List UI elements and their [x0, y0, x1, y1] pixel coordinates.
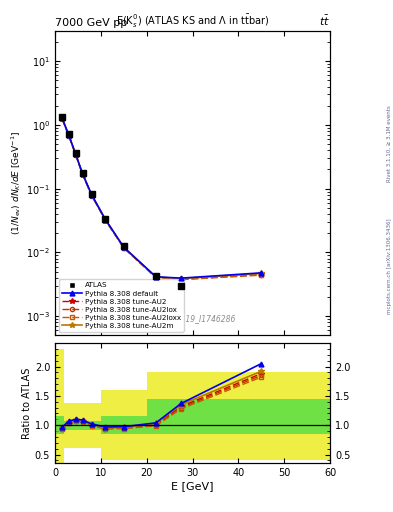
- ATLAS: [259, 353, 264, 359]
- Pythia 8.308 tune-AU2loxx: [103, 217, 108, 223]
- Pythia 8.308 tune-AU2loxx: [80, 171, 85, 177]
- Pythia 8.308 tune-AU2m: [103, 217, 108, 223]
- Pythia 8.308 tune-AU2: [121, 245, 126, 251]
- Title: E(K$_s^0$) (ATLAS KS and $\Lambda$ in t$\bar{\mathrm{t}}$bar): E(K$_s^0$) (ATLAS KS and $\Lambda$ in t$…: [116, 13, 269, 30]
- ATLAS: [103, 216, 108, 222]
- Pythia 8.308 tune-AU2loxx: [259, 272, 264, 278]
- Line: Pythia 8.308 tune-AU2lox: Pythia 8.308 tune-AU2lox: [60, 116, 263, 282]
- Pythia 8.308 tune-AU2m: [179, 275, 184, 282]
- ATLAS: [80, 170, 85, 176]
- Pythia 8.308 tune-AU2lox: [154, 274, 158, 281]
- Text: Rivet 3.1.10, ≥ 3.1M events: Rivet 3.1.10, ≥ 3.1M events: [387, 105, 392, 182]
- ATLAS: [179, 283, 184, 289]
- ATLAS: [73, 150, 78, 156]
- Pythia 8.308 tune-AU2lox: [179, 276, 184, 283]
- Pythia 8.308 tune-AU2lox: [60, 115, 64, 121]
- ATLAS: [66, 131, 71, 137]
- Pythia 8.308 tune-AU2: [80, 171, 85, 177]
- Pythia 8.308 tune-AU2lox: [66, 133, 71, 139]
- Line: Pythia 8.308 default: Pythia 8.308 default: [59, 115, 264, 281]
- Pythia 8.308 default: [179, 275, 184, 281]
- Pythia 8.308 tune-AU2m: [60, 115, 64, 121]
- Pythia 8.308 default: [66, 132, 71, 138]
- Pythia 8.308 tune-AU2loxx: [154, 275, 158, 281]
- Pythia 8.308 tune-AU2lox: [259, 271, 264, 278]
- Line: ATLAS: ATLAS: [59, 114, 264, 359]
- Pythia 8.308 tune-AU2lox: [103, 217, 108, 223]
- Pythia 8.308 tune-AU2m: [89, 192, 94, 198]
- Line: Pythia 8.308 tune-AU2m: Pythia 8.308 tune-AU2m: [59, 115, 264, 282]
- Pythia 8.308 tune-AU2loxx: [121, 245, 126, 251]
- Pythia 8.308 tune-AU2lox: [73, 152, 78, 158]
- Pythia 8.308 default: [80, 170, 85, 177]
- Pythia 8.308 tune-AU2: [89, 192, 94, 198]
- Pythia 8.308 default: [121, 244, 126, 250]
- Pythia 8.308 default: [154, 274, 158, 280]
- Text: $t\bar{t}$: $t\bar{t}$: [319, 14, 330, 28]
- Pythia 8.308 default: [73, 151, 78, 157]
- Pythia 8.308 tune-AU2m: [80, 170, 85, 177]
- Pythia 8.308 tune-AU2m: [154, 274, 158, 280]
- Pythia 8.308 tune-AU2loxx: [60, 115, 64, 121]
- Line: Pythia 8.308 tune-AU2loxx: Pythia 8.308 tune-AU2loxx: [60, 116, 263, 282]
- Legend: ATLAS, Pythia 8.308 default, Pythia 8.308 tune-AU2, Pythia 8.308 tune-AU2lox, Py: ATLAS, Pythia 8.308 default, Pythia 8.30…: [59, 280, 184, 332]
- ATLAS: [121, 243, 126, 249]
- Pythia 8.308 default: [259, 270, 264, 276]
- Pythia 8.308 tune-AU2loxx: [66, 133, 71, 139]
- Y-axis label: $(1/N_\mathrm{ev})\ dN_K/dE\ [\mathrm{GeV}^{-1}]$: $(1/N_\mathrm{ev})\ dN_K/dE\ [\mathrm{Ge…: [9, 131, 24, 235]
- ATLAS: [89, 191, 94, 197]
- Pythia 8.308 tune-AU2loxx: [73, 152, 78, 158]
- ATLAS: [60, 114, 64, 120]
- Pythia 8.308 tune-AU2: [259, 271, 264, 277]
- X-axis label: E [GeV]: E [GeV]: [171, 481, 214, 491]
- Pythia 8.308 tune-AU2lox: [89, 193, 94, 199]
- Text: ATLAS_2019_I1746286: ATLAS_2019_I1746286: [149, 314, 236, 323]
- Pythia 8.308 tune-AU2m: [259, 270, 264, 276]
- Pythia 8.308 tune-AU2: [179, 276, 184, 282]
- Pythia 8.308 default: [89, 192, 94, 198]
- ATLAS: [154, 273, 158, 279]
- Pythia 8.308 tune-AU2m: [121, 244, 126, 250]
- Line: Pythia 8.308 tune-AU2: Pythia 8.308 tune-AU2: [59, 115, 264, 282]
- Pythia 8.308 tune-AU2lox: [80, 171, 85, 177]
- Pythia 8.308 tune-AU2: [154, 274, 158, 280]
- Text: 7000 GeV pp: 7000 GeV pp: [55, 18, 127, 28]
- Y-axis label: Ratio to ATLAS: Ratio to ATLAS: [22, 368, 32, 439]
- Pythia 8.308 tune-AU2m: [73, 151, 78, 157]
- Pythia 8.308 tune-AU2loxx: [179, 276, 184, 283]
- Text: mcplots.cern.ch [arXiv:1306.3436]: mcplots.cern.ch [arXiv:1306.3436]: [387, 219, 392, 314]
- Pythia 8.308 default: [103, 217, 108, 223]
- Pythia 8.308 tune-AU2: [73, 152, 78, 158]
- Pythia 8.308 default: [60, 115, 64, 121]
- Pythia 8.308 tune-AU2loxx: [89, 193, 94, 199]
- Pythia 8.308 tune-AU2: [103, 217, 108, 223]
- Pythia 8.308 tune-AU2: [66, 132, 71, 138]
- Pythia 8.308 tune-AU2lox: [121, 245, 126, 251]
- Pythia 8.308 tune-AU2: [60, 115, 64, 121]
- Pythia 8.308 tune-AU2m: [66, 132, 71, 138]
